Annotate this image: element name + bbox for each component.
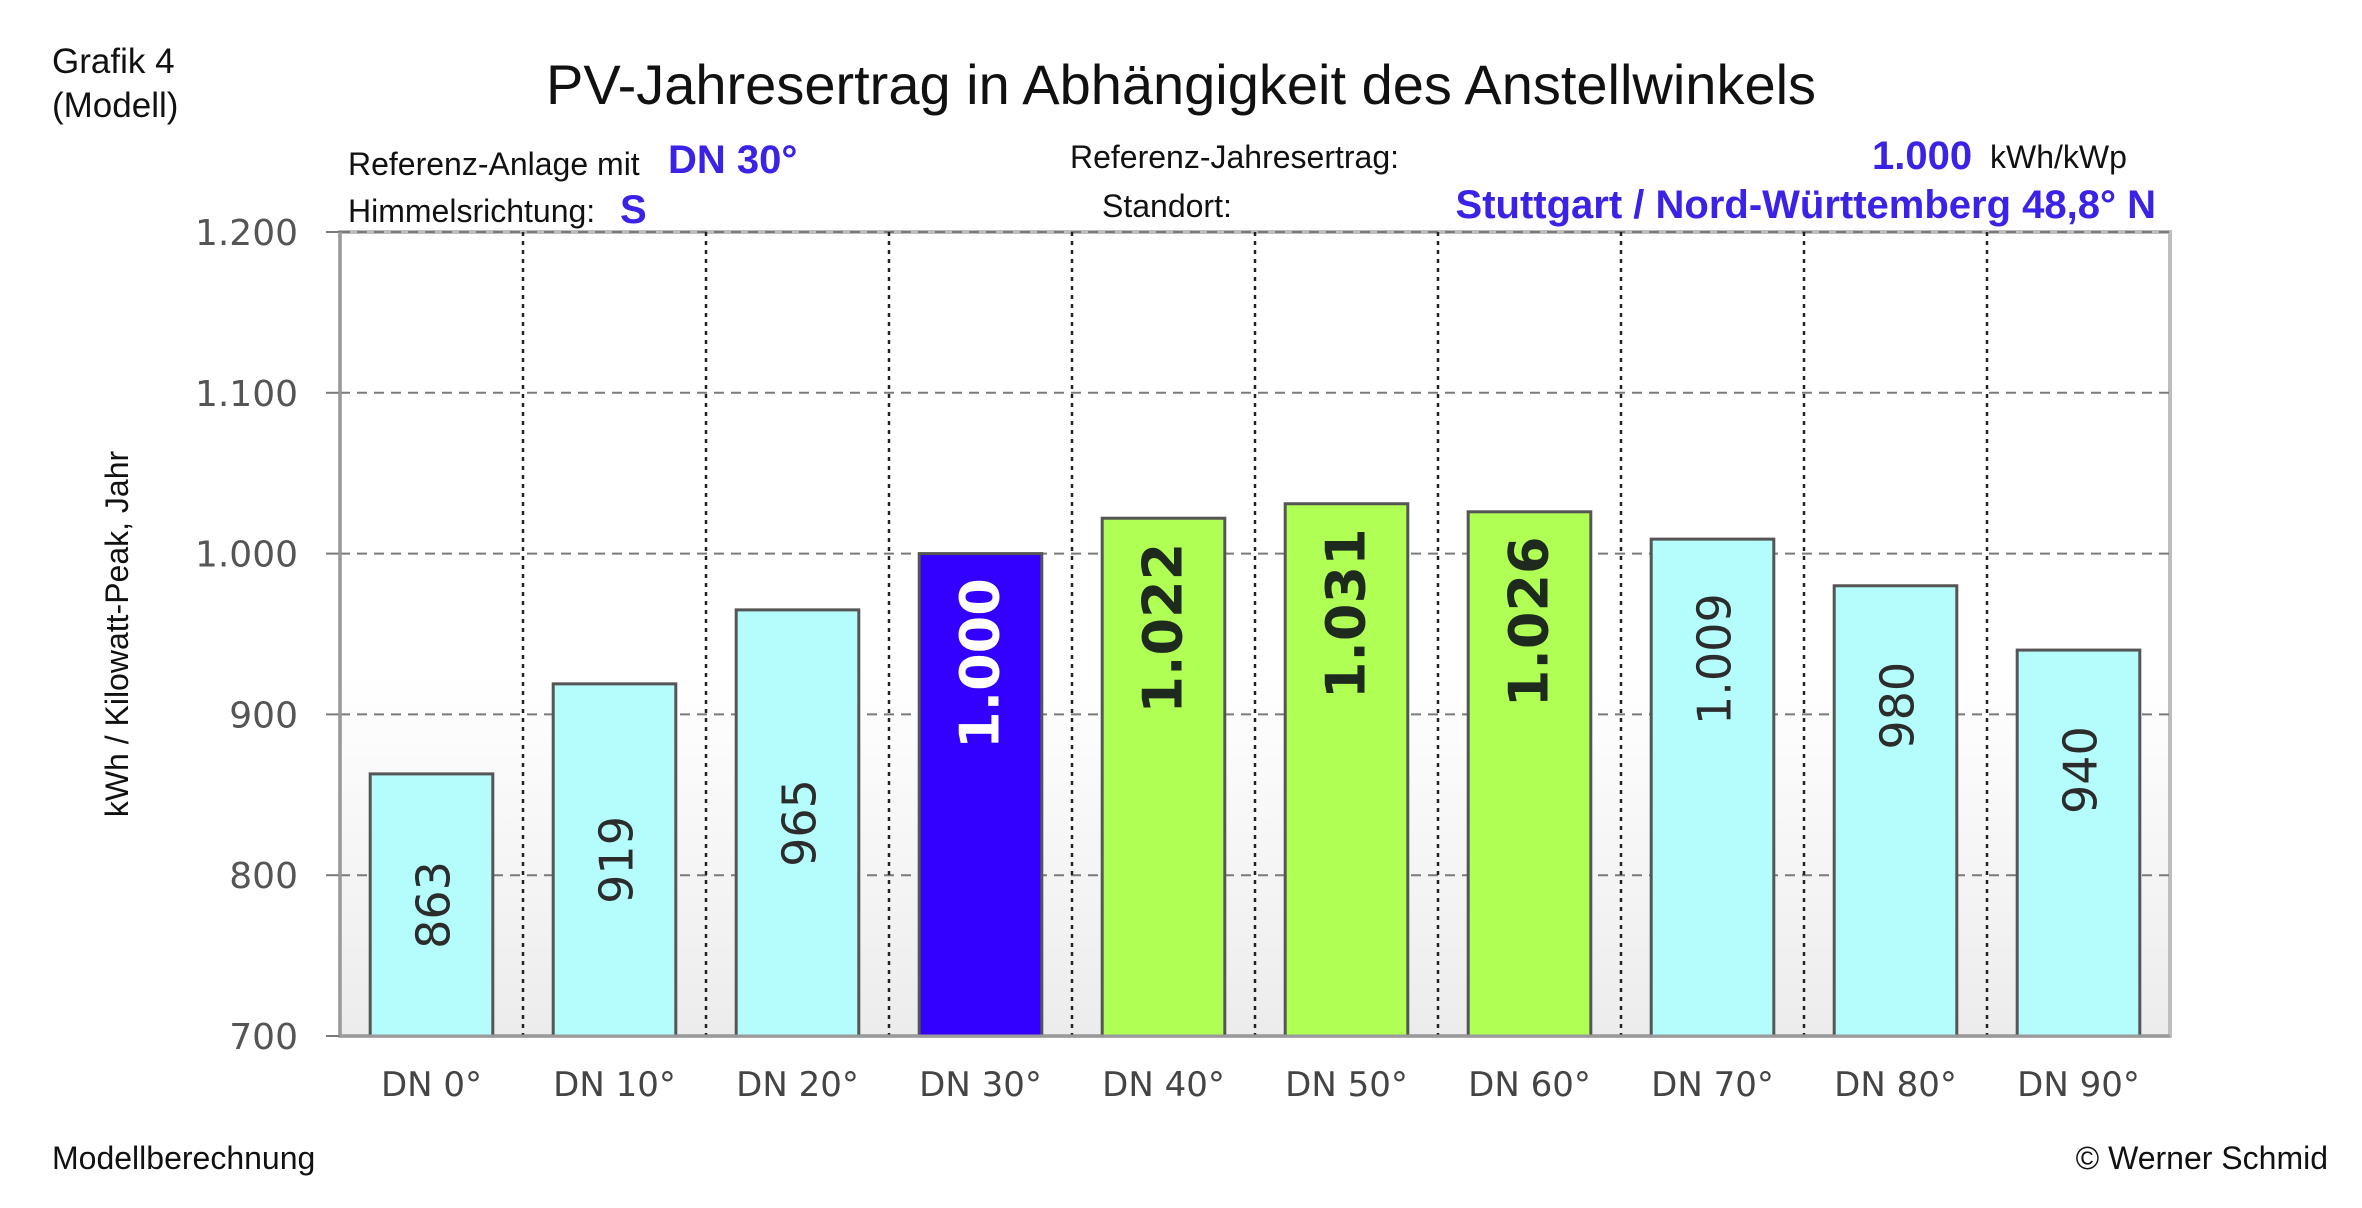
bar-value-label: 1.000 [949,578,1012,749]
bar-70 [1649,537,1776,1038]
bar-value-label: 965 [773,779,827,867]
x-tick-label: DN 40° [1102,1065,1225,1105]
x-tick-label: DN 10° [553,1065,676,1105]
location-value: Stuttgart / Nord-Württemberg 48,8° N [1455,183,2156,227]
bar-value-label: 1.031 [1315,528,1378,699]
reference-yield-value: 1.000 [1872,134,1973,178]
bar-90 [2015,648,2142,1038]
x-tick-label: DN 0° [381,1065,482,1105]
bar-40 [1100,516,1227,1038]
x-tick-label: DN 20° [736,1065,859,1105]
reference-yield-label: Referenz-Jahresertrag: [1070,139,1400,175]
bar-10 [551,682,678,1038]
x-tick-label: DN 50° [1285,1065,1408,1105]
bar-value-label: 1.009 [1688,593,1742,725]
bar-20 [734,608,861,1038]
y-tick-label: 900 [229,695,298,736]
orientation-value: S [620,188,647,232]
bar-30 [917,552,1044,1038]
x-tick-label: DN 60° [1468,1065,1591,1105]
bar-value-label: 863 [407,861,461,949]
y-tick-label: 1.000 [195,535,298,576]
chart-number: Grafik 4 [52,42,175,81]
orientation-label: Himmelsrichtung: [348,193,596,229]
x-tick-label: DN 30° [919,1065,1042,1105]
x-tick-label: DN 90° [2017,1065,2140,1105]
footer-copyright: © Werner Schmid [2075,1140,2328,1176]
y-tick-label: 1.100 [195,374,298,415]
bar-value-label: 940 [2054,726,2108,814]
reference-yield-unit: kWh/kWp [1990,139,2127,175]
footer-model-note: Modellberechnung [52,1140,316,1176]
chart-number-label: Grafik 4 (Modell) [52,40,178,128]
y-tick-label: 1.200 [195,213,298,254]
y-tick-label: 800 [229,856,298,897]
chart-model-note: (Modell) [52,86,179,125]
bar-50 [1283,502,1410,1038]
y-tick-label: 700 [229,1017,298,1058]
bar-value-label: 919 [590,816,644,904]
bar-value-label: 1.022 [1132,543,1195,714]
reference-system-label: Referenz-Anlage mit [348,146,640,182]
location-label: Standort: [1102,188,1232,224]
x-tick-label: DN 80° [1834,1065,1957,1105]
bar-value-label: 1.026 [1498,536,1561,707]
bar-60 [1466,510,1593,1038]
bar-value-label: 980 [1871,662,1925,750]
y-axis-label: kWh / Kilowatt-Peak, Jahr [99,450,135,817]
bar-80 [1832,584,1959,1038]
bar-0 [368,772,495,1038]
reference-system-value: DN 30° [668,138,798,182]
x-tick-label: DN 70° [1651,1065,1774,1105]
chart-title: PV-Jahresertrag in Abhängigkeit des Anst… [545,53,1817,116]
